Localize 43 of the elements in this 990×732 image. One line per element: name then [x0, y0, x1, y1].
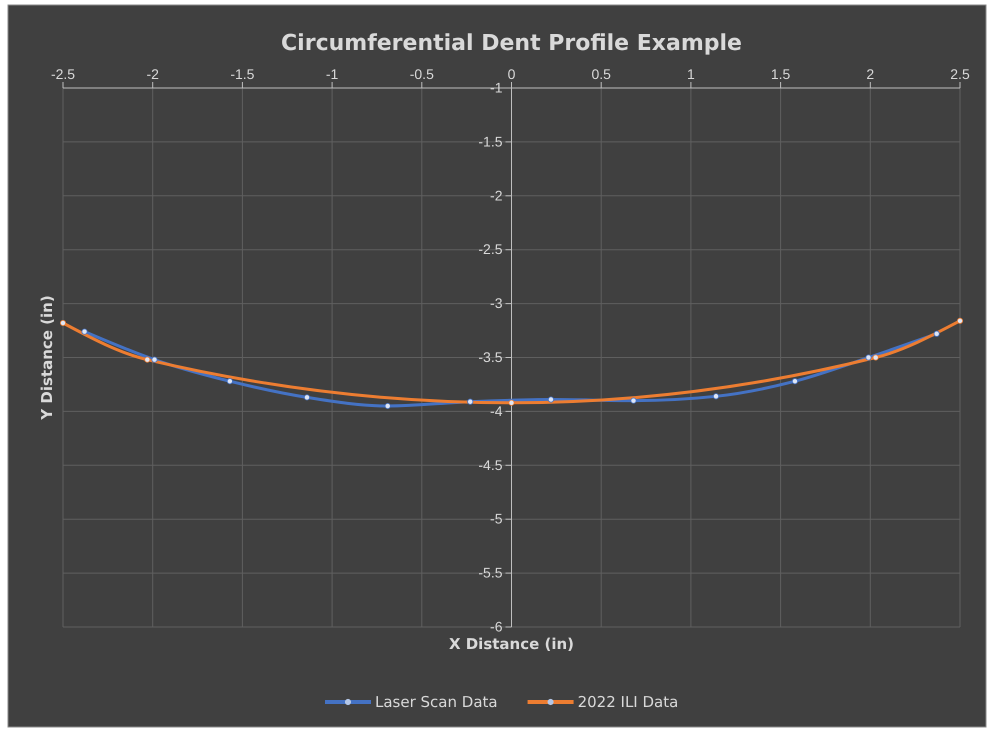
x-tick-label: 1.5 — [770, 66, 791, 82]
point — [792, 378, 798, 384]
y-tick-label: -5 — [490, 510, 503, 527]
y-tick-label: -4.5 — [478, 456, 503, 473]
point — [81, 328, 88, 335]
point — [226, 378, 233, 384]
x-axis-title: X Distance (in) — [448, 635, 574, 653]
point — [60, 320, 66, 326]
x-tick-label: -0.5 — [410, 66, 434, 82]
x-tick-label: -2.5 — [50, 66, 76, 82]
point — [384, 402, 391, 410]
point — [934, 330, 940, 337]
y-tick-label: -6 — [490, 618, 503, 634]
legend-label: Laser Scan Data — [375, 693, 498, 711]
y-axis-title: Y Distance (in) — [38, 295, 56, 421]
point — [144, 356, 150, 363]
point — [956, 318, 964, 324]
y-tick-label: -1.5 — [478, 133, 503, 150]
y-tick-label: -3 — [490, 295, 503, 312]
y-tick-label: -2.5 — [478, 241, 503, 258]
point — [872, 354, 879, 361]
point — [467, 398, 474, 405]
y-tick-label: -4 — [490, 402, 503, 419]
x-tick-label: 0 — [508, 66, 516, 82]
x-tick-label: 1 — [687, 66, 695, 82]
chart-title: Circumferential Dent Profile Example — [281, 31, 742, 56]
point — [151, 356, 158, 363]
point — [712, 393, 720, 400]
x-tick-label: 0.5 — [591, 66, 612, 82]
point — [630, 398, 637, 404]
x-tick-label: -1.5 — [230, 66, 255, 82]
point — [548, 396, 554, 403]
point — [304, 394, 310, 400]
x-tick-label: 2 — [866, 66, 874, 82]
y-tick-label: -2 — [490, 187, 503, 204]
point — [865, 354, 872, 361]
point — [508, 400, 515, 406]
x-tick-label: -1 — [326, 66, 339, 82]
x-tick-label: -2 — [146, 66, 160, 82]
y-tick-label: -5.5 — [478, 564, 503, 581]
y-tick-label: -3.5 — [478, 348, 503, 365]
legend-label: 2022 ILI Data — [578, 693, 678, 711]
x-tick-label: 2.5 — [950, 66, 970, 82]
